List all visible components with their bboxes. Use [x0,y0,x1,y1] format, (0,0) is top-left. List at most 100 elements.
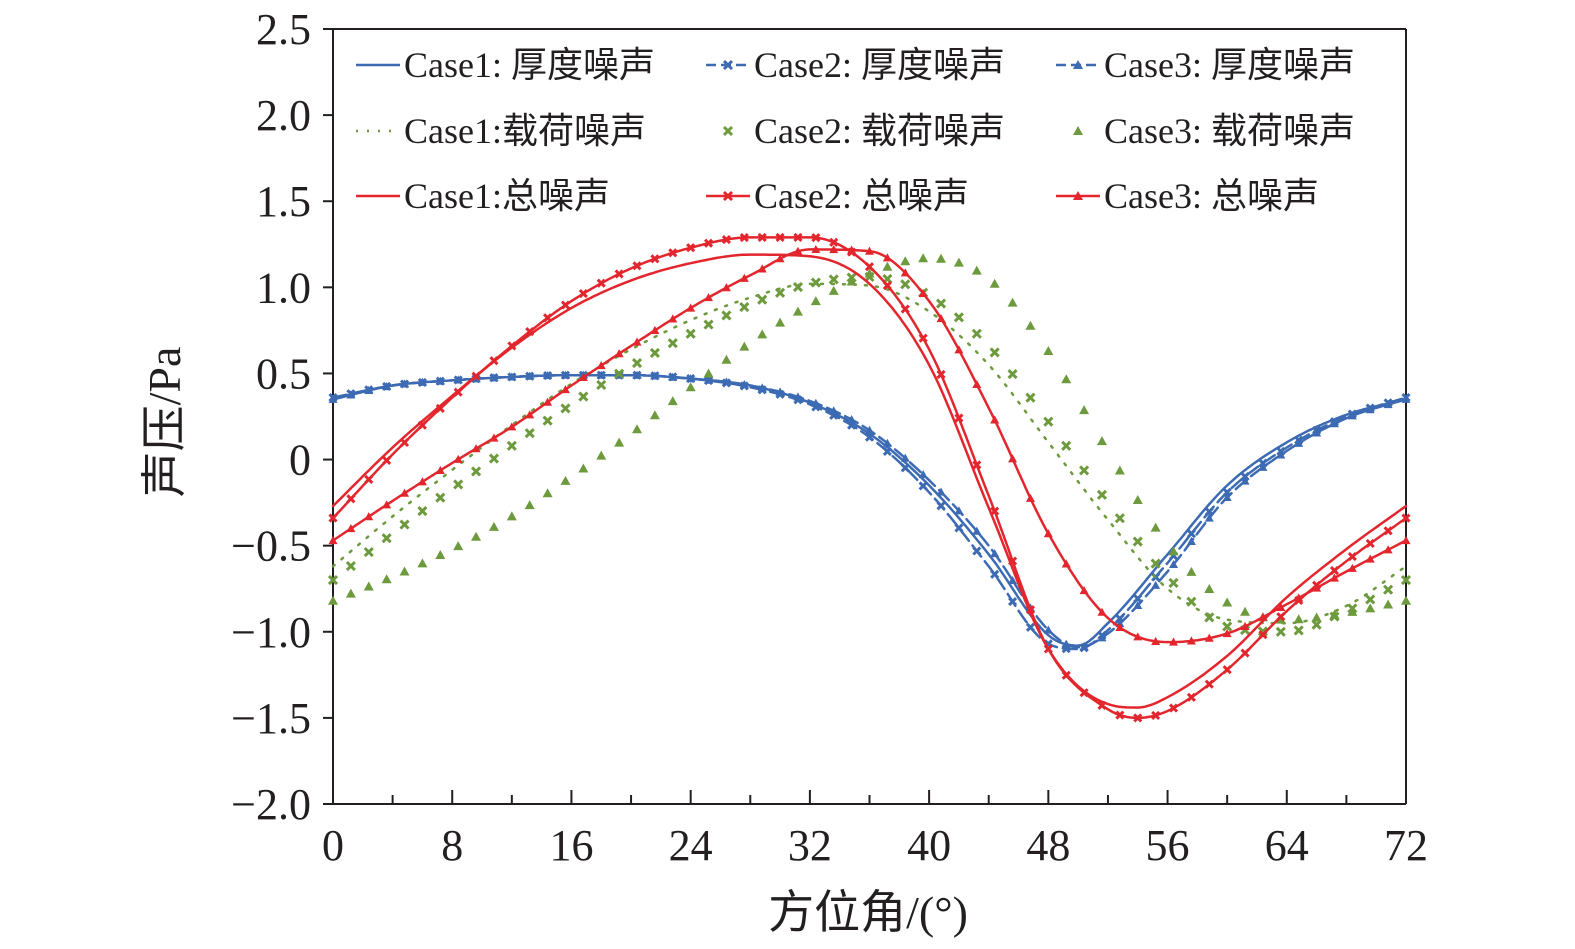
series-marker [525,371,535,380]
series-marker [1007,297,1018,307]
legend-marker [722,125,734,137]
series-marker [1204,633,1214,642]
series-marker [757,264,767,273]
series-marker [1096,489,1108,500]
tick-labels: 0 8 16 24 32 40 48 56 64 72 −2.0 −1.5 −1.0 −0.5 0 0.5 1.… [231,5,1428,870]
series-marker [543,397,553,406]
series-marker [364,385,374,394]
series-3 [328,370,1411,651]
series-marker [596,450,607,460]
series-marker [400,488,410,497]
series-marker [1025,622,1036,632]
series-marker [596,360,606,370]
series-marker [650,254,660,264]
series-marker [1258,630,1268,640]
series-marker [1293,625,1304,636]
series-marker [1043,416,1054,427]
series-marker [811,233,821,243]
legend-label: Case3: 载荷噪声 [1104,111,1355,151]
series-marker [1132,495,1143,505]
series-marker [1383,545,1393,554]
y-tick-label: −1.0 [231,608,311,657]
series-marker [704,375,714,384]
series-marker [400,379,410,388]
series-marker [918,470,928,479]
series-marker [1222,597,1233,607]
series-marker [1008,556,1018,566]
series-marker [936,369,946,379]
legend-label: Case3: 厚度噪声 [1104,45,1355,85]
series-marker [954,413,964,423]
series-marker [1222,665,1232,675]
series-marker [1150,522,1161,532]
series-marker [972,526,982,535]
series-marker [775,254,785,263]
series-marker [649,410,660,420]
series-marker [1008,575,1018,585]
y-axis-title: 声压/Pa [139,347,190,498]
series-marker [685,328,696,339]
x-axis-title: 方位角/(°) [768,887,968,938]
series-marker [1312,583,1322,592]
series-marker [1204,679,1214,689]
series-marker [614,437,625,447]
series-marker [864,432,875,442]
series-marker [417,558,428,568]
series-marker [829,406,839,415]
series-marker [1383,599,1394,609]
series-marker [1132,536,1143,547]
series-marker [1025,493,1035,502]
series-marker [1025,392,1036,403]
series-marker [829,237,839,247]
series-marker [703,368,714,378]
series-marker [954,506,964,515]
legend-marker [1073,126,1083,135]
series-marker [471,444,481,453]
series-marker [364,512,374,521]
series-marker [847,245,857,254]
series-marker [1329,573,1339,582]
series-marker [345,561,356,572]
series-marker [667,396,678,406]
series-marker [1294,438,1304,447]
legend-item: Case3: 总噪声 [1056,176,1319,216]
series-marker [488,521,499,531]
legend-item: Case2: 总噪声 [706,176,969,216]
series-marker [328,394,338,403]
x-tick-label: 56 [1146,821,1190,870]
series-marker [596,379,607,391]
series-marker [1293,614,1304,624]
series-marker [328,513,338,523]
series-marker [1240,648,1250,658]
series-marker [1061,559,1071,568]
series-marker [935,298,947,309]
series-marker [596,370,606,379]
series-marker [1311,619,1322,630]
series-marker [435,492,446,503]
series-marker [435,550,446,560]
series-marker [882,438,892,447]
series-marker [810,277,821,288]
series-marker [596,278,606,288]
series-marker [793,246,803,255]
series-marker [1025,320,1036,330]
series-marker [506,440,517,451]
series-marker [900,268,910,277]
legend-label: Case1:总噪声 [404,176,610,216]
series-marker [1133,713,1143,723]
series-marker [793,392,803,401]
series-marker [1169,559,1179,569]
legend-item: Case1:载荷噪声 [356,111,646,151]
series-marker [543,313,553,323]
series-marker [739,273,749,282]
series-marker [1275,614,1286,624]
series-marker [1400,575,1412,586]
series-marker [1168,703,1179,713]
series-marker [1222,621,1233,632]
series-marker [829,245,839,254]
series-marker [1258,462,1268,471]
series-marker [346,390,356,399]
series-marker [1079,465,1090,476]
series-marker [1079,586,1089,595]
y-tick-label: 1.5 [256,177,311,226]
